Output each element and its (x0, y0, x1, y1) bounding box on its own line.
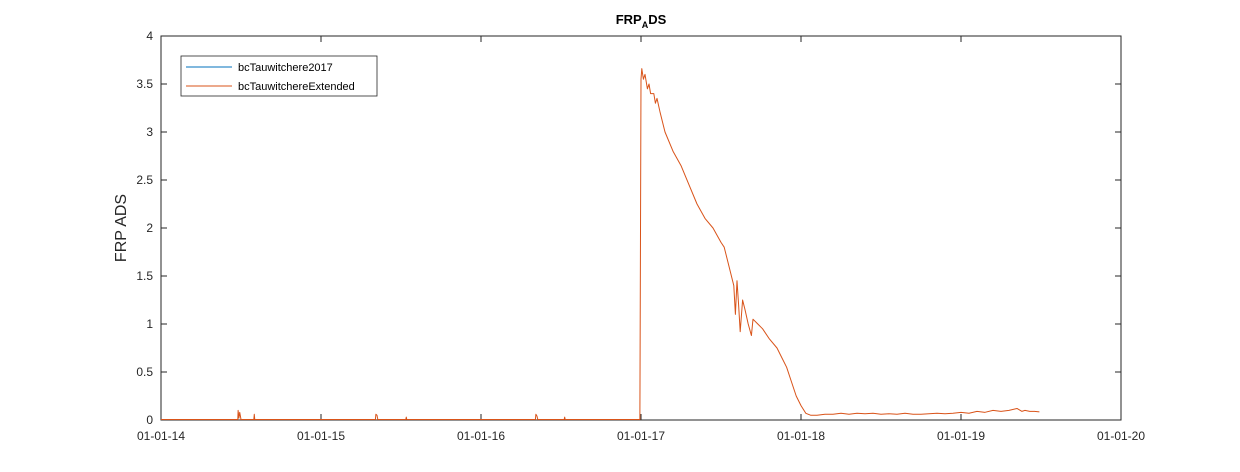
y-tick-label: 0.5 (136, 365, 153, 379)
y-tick-label: 2.5 (136, 173, 153, 187)
x-tick-label: 01-01-18 (777, 429, 825, 443)
y-axis-label: FRP ADS (113, 194, 130, 262)
y-tick-label: 3.5 (136, 77, 153, 91)
legend-box (180, 55, 378, 97)
chart-title: FRPADS (616, 12, 667, 30)
legend: bcTauwitchere2017 bcTauwitchereExtended (180, 55, 378, 97)
legend-label-series-1: bcTauwitchere2017 (238, 62, 333, 74)
series-line-2 (161, 68, 1040, 421)
y-tick-label: 0 (146, 413, 153, 427)
x-tick-label: 01-01-19 (937, 429, 985, 443)
series-group (161, 68, 1040, 421)
x-axis: 01-01-14 01-01-15 01-01-16 01-01-17 01-01-18… (137, 36, 1145, 443)
y-tick-label: 1 (146, 317, 153, 331)
y-tick-label: 3 (146, 125, 153, 139)
x-tick-label: 01-01-17 (617, 429, 665, 443)
y-axis: 0 0.5 1 1.5 2 2.5 3 3.5 4 (136, 29, 1121, 427)
x-tick-label: 01-01-15 (297, 429, 345, 443)
x-tick-label: 01-01-14 (137, 429, 185, 443)
y-tick-label: 2 (146, 221, 153, 235)
legend-label-series-2: bcTauwitchereExtended (238, 81, 355, 93)
x-tick-label: 01-01-20 (1097, 429, 1145, 443)
y-tick-label: 4 (146, 29, 153, 43)
y-tick-label: 1.5 (136, 269, 153, 283)
x-tick-label: 01-01-16 (457, 429, 505, 443)
